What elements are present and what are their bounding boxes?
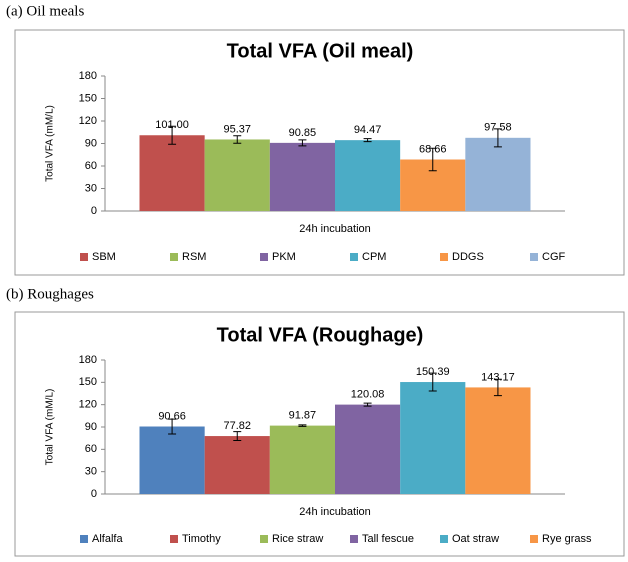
value-label: 150.39	[416, 366, 450, 378]
value-label: 143.17	[481, 371, 515, 383]
legend-label: Timothy	[182, 533, 221, 545]
error-bar	[428, 147, 437, 172]
legend-label: RSM	[182, 251, 206, 263]
y-tick-label: 60	[85, 160, 97, 172]
value-label: 94.47	[354, 124, 382, 136]
value-label: 101.00	[155, 119, 189, 131]
legend-swatch	[350, 535, 358, 543]
error-bar	[363, 402, 372, 407]
value-label: 95.37	[223, 123, 251, 135]
y-tick-label: 180	[79, 354, 97, 366]
x-tick-label: 24h incubation	[299, 506, 371, 518]
y-tick-label: 150	[79, 92, 97, 104]
legend-swatch	[170, 535, 178, 543]
y-tick-label: 120	[79, 115, 97, 127]
value-label: 77.82	[223, 420, 251, 432]
bar	[269, 425, 335, 494]
y-tick-label: 0	[91, 205, 97, 217]
bar	[269, 142, 335, 211]
legend-label: SBM	[92, 251, 116, 263]
legend-label: PKM	[272, 251, 296, 263]
y-axis-label: Total VFA (mM/L)	[45, 105, 56, 182]
legend-swatch	[170, 253, 178, 261]
panel-label: (a) Oil meals	[6, 3, 84, 19]
value-label: 90.85	[289, 127, 317, 139]
y-tick-label: 30	[85, 182, 97, 194]
error-bar	[298, 139, 307, 147]
y-tick-label: 180	[79, 70, 97, 82]
bar	[465, 137, 531, 211]
y-tick-label: 150	[79, 376, 97, 388]
legend-swatch	[260, 535, 268, 543]
error-bar	[168, 418, 177, 435]
legend-swatch	[80, 535, 88, 543]
error-bar	[493, 378, 502, 397]
bar	[204, 436, 270, 494]
legend-label: CPM	[362, 251, 386, 263]
error-bar	[493, 128, 502, 148]
y-tick-label: 0	[91, 488, 97, 500]
legend-swatch	[260, 253, 268, 261]
legend-swatch	[530, 253, 538, 261]
value-label: 97.58	[484, 122, 512, 134]
legend-label: CGF	[542, 251, 566, 263]
y-tick-label: 30	[85, 466, 97, 478]
legend-label: Oat straw	[452, 533, 499, 545]
legend-swatch	[530, 535, 538, 543]
legend-swatch	[440, 535, 448, 543]
panel-label: (b) Roughages	[6, 286, 94, 302]
error-bar	[168, 125, 177, 145]
value-label: 91.87	[289, 410, 317, 422]
chart-title: Total VFA (Oil meal)	[227, 40, 414, 62]
error-bar	[428, 372, 437, 392]
y-axis-label: Total VFA (mM/L)	[45, 389, 56, 466]
bar	[335, 140, 401, 211]
y-tick-label: 90	[85, 137, 97, 149]
x-tick-label: 24h incubation	[299, 223, 371, 235]
bar	[139, 426, 205, 494]
error-bar	[233, 431, 242, 442]
bar	[139, 135, 205, 211]
y-tick-label: 120	[79, 399, 97, 411]
legend-label: Rice straw	[272, 533, 323, 545]
y-tick-label: 90	[85, 421, 97, 433]
value-label: 90.66	[158, 410, 186, 422]
error-bar	[298, 424, 307, 427]
legend-swatch	[440, 253, 448, 261]
chart-title: Total VFA (Roughage)	[217, 324, 424, 346]
legend-swatch	[80, 253, 88, 261]
legend-label: Tall fescue	[362, 533, 414, 545]
value-label: 68.66	[419, 143, 447, 155]
legend-swatch	[350, 253, 358, 261]
error-bar	[233, 135, 242, 144]
bar	[400, 382, 466, 494]
bar	[465, 387, 531, 494]
bar	[335, 404, 401, 494]
y-tick-label: 60	[85, 443, 97, 455]
legend-label: DDGS	[452, 251, 484, 263]
legend-label: Rye grass	[542, 533, 592, 545]
bar	[204, 139, 270, 211]
value-label: 120.08	[351, 389, 385, 401]
error-bar	[363, 138, 372, 143]
legend-label: Alfalfa	[92, 533, 123, 545]
